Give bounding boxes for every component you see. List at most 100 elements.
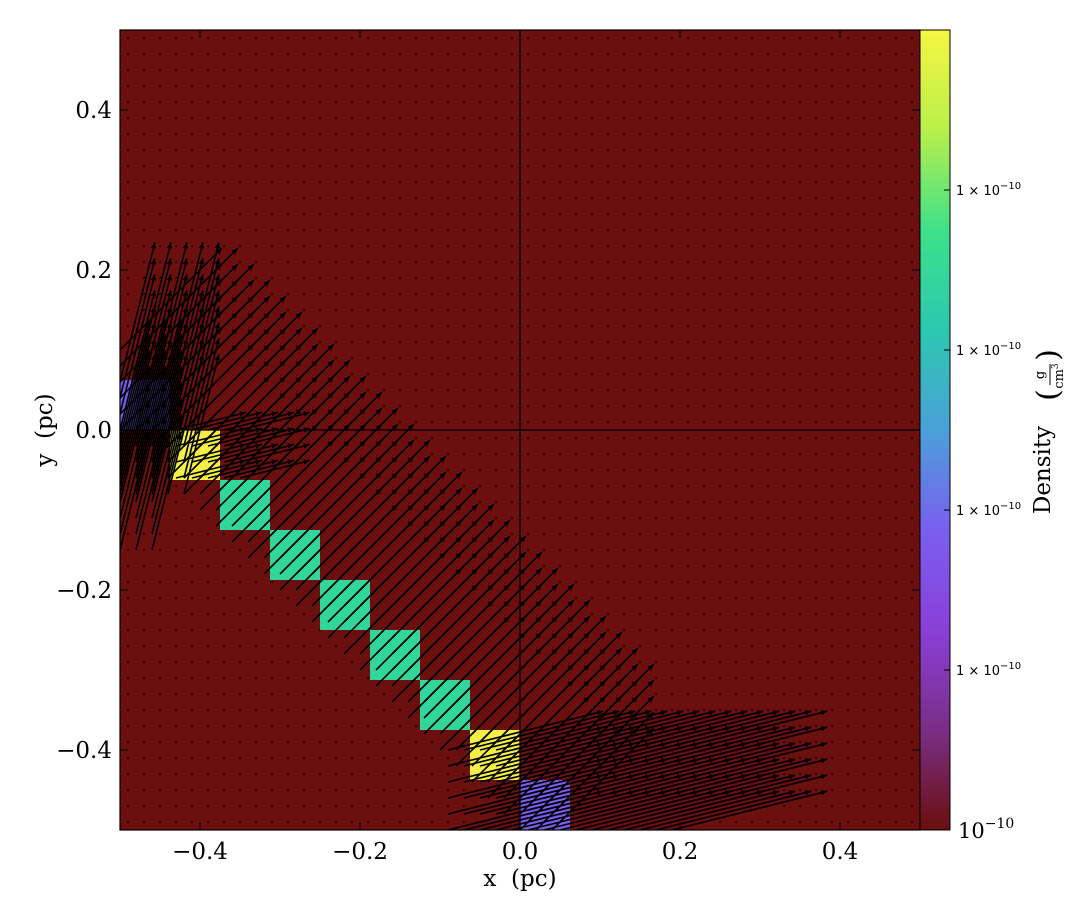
vector-dot bbox=[447, 325, 449, 327]
vector-dot bbox=[591, 533, 593, 535]
vector-dot bbox=[159, 709, 161, 711]
vector-dot bbox=[287, 85, 289, 87]
vector-dot bbox=[895, 597, 897, 599]
vector-dot bbox=[191, 245, 193, 247]
vector-dot bbox=[815, 181, 817, 183]
vector-dot bbox=[575, 421, 577, 423]
vector-dot bbox=[351, 357, 353, 359]
vector-dot bbox=[831, 421, 833, 423]
vector-dot bbox=[863, 453, 865, 455]
vector-dot bbox=[367, 213, 369, 215]
vector-dot bbox=[511, 373, 513, 375]
vector-dot bbox=[175, 757, 177, 759]
vector-dot bbox=[175, 117, 177, 119]
vector-dot bbox=[879, 677, 881, 679]
vector-dot bbox=[559, 325, 561, 327]
vector-dot bbox=[351, 341, 353, 343]
vector-dot bbox=[799, 101, 801, 103]
vector-dot bbox=[607, 389, 609, 391]
vector-dot bbox=[335, 293, 337, 295]
vector-dot bbox=[687, 709, 689, 711]
vector-dot bbox=[175, 485, 177, 487]
vector-dot bbox=[527, 85, 529, 87]
vector-dot bbox=[383, 373, 385, 375]
vector-dot bbox=[143, 805, 145, 807]
vector-dot bbox=[767, 821, 769, 823]
vector-dot bbox=[351, 693, 353, 695]
vector-dot bbox=[351, 229, 353, 231]
vector-dot bbox=[767, 645, 769, 647]
vector-dot bbox=[447, 309, 449, 311]
vector-dot bbox=[607, 421, 609, 423]
velocity-arrow-head bbox=[247, 280, 254, 287]
vector-dot bbox=[143, 85, 145, 87]
vector-dot bbox=[543, 245, 545, 247]
vector-dot bbox=[207, 741, 209, 743]
vector-dot bbox=[799, 453, 801, 455]
vector-dot bbox=[383, 53, 385, 55]
vector-dot bbox=[879, 389, 881, 391]
vector-dot bbox=[607, 117, 609, 119]
vector-dot bbox=[575, 501, 577, 503]
vector-dot bbox=[319, 181, 321, 183]
vector-dot bbox=[431, 325, 433, 327]
vector-dot bbox=[831, 725, 833, 727]
vector-dot bbox=[911, 597, 913, 599]
vector-dot bbox=[511, 485, 513, 487]
vector-dot bbox=[783, 805, 785, 807]
vector-dot bbox=[623, 133, 625, 135]
vector-dot bbox=[831, 821, 833, 823]
vector-dot bbox=[447, 133, 449, 135]
velocity-arrow-head bbox=[804, 774, 812, 780]
vector-dot bbox=[223, 629, 225, 631]
x-axis-label: x (pc) bbox=[483, 866, 556, 892]
vector-dot bbox=[367, 197, 369, 199]
vector-dot bbox=[431, 389, 433, 391]
vector-dot bbox=[239, 741, 241, 743]
vector-dot bbox=[847, 373, 849, 375]
vector-dot bbox=[303, 53, 305, 55]
vector-dot bbox=[799, 437, 801, 439]
vector-dot bbox=[591, 213, 593, 215]
vector-dot bbox=[847, 405, 849, 407]
vector-dot bbox=[175, 645, 177, 647]
vector-dot bbox=[815, 677, 817, 679]
vector-dot bbox=[287, 693, 289, 695]
vector-dot bbox=[799, 85, 801, 87]
velocity-arrow bbox=[199, 311, 303, 415]
vector-dot bbox=[895, 229, 897, 231]
velocity-arrow-head bbox=[756, 710, 764, 716]
vector-dot bbox=[207, 757, 209, 759]
vector-dot bbox=[559, 373, 561, 375]
vector-dot bbox=[815, 613, 817, 615]
velocity-arrow-head bbox=[182, 242, 189, 249]
vector-dot bbox=[399, 709, 401, 711]
vector-dot bbox=[159, 53, 161, 55]
velocity-arrow bbox=[183, 306, 220, 447]
vector-dot bbox=[735, 549, 737, 551]
vector-dot bbox=[783, 213, 785, 215]
vector-dot bbox=[895, 693, 897, 695]
vector-dot bbox=[495, 101, 497, 103]
vector-dot bbox=[335, 101, 337, 103]
vector-dot bbox=[623, 309, 625, 311]
vector-dot bbox=[127, 645, 129, 647]
vector-dot bbox=[351, 373, 353, 375]
vector-dot bbox=[799, 293, 801, 295]
vector-dot bbox=[671, 533, 673, 535]
vector-dot bbox=[191, 661, 193, 663]
vector-dot bbox=[511, 309, 513, 311]
vector-dot bbox=[447, 213, 449, 215]
vector-dot bbox=[271, 741, 273, 743]
vector-dot bbox=[815, 437, 817, 439]
vector-dot bbox=[783, 261, 785, 263]
vector-dot bbox=[447, 453, 449, 455]
vector-dot bbox=[559, 341, 561, 343]
vector-dot bbox=[863, 533, 865, 535]
vector-dot bbox=[815, 85, 817, 87]
vector-dot bbox=[143, 597, 145, 599]
vector-dot bbox=[831, 661, 833, 663]
vector-dot bbox=[335, 805, 337, 807]
vector-dot bbox=[431, 229, 433, 231]
vector-dot bbox=[159, 101, 161, 103]
